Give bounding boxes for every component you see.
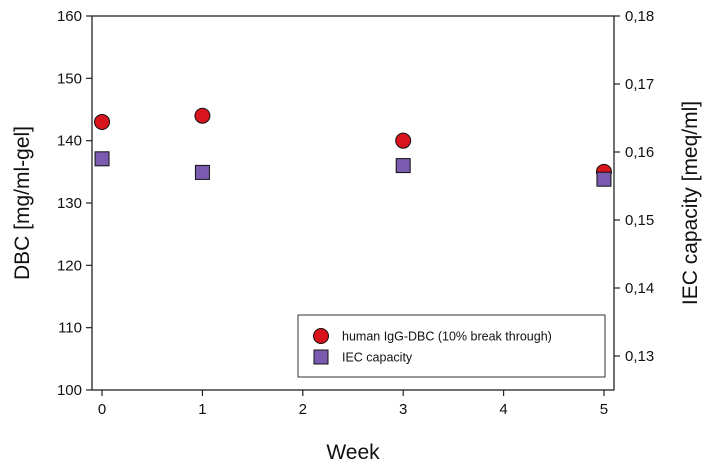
x-tick-label: 1 bbox=[198, 401, 206, 418]
point-dbc-week-1 bbox=[194, 107, 211, 124]
y-tick-label: 150 bbox=[57, 70, 82, 87]
marks-layer bbox=[94, 107, 612, 187]
y2-axis-title: IEC capacity [meq/ml] bbox=[679, 101, 702, 305]
legend-marker-circle bbox=[313, 328, 329, 344]
y2-tick-label: 0,17 bbox=[625, 76, 654, 93]
x-tick-label: 3 bbox=[399, 401, 407, 418]
x-axis-title: Week bbox=[326, 441, 380, 463]
point-iec-week-3 bbox=[395, 158, 411, 174]
x-tick-label: 0 bbox=[98, 401, 106, 418]
point-dbc-week-3 bbox=[395, 132, 412, 149]
y2-tick-label: 0,15 bbox=[625, 212, 654, 229]
legend-label-dbc: human IgG-DBC (10% break through) bbox=[342, 330, 552, 344]
y2-tick-label: 0,14 bbox=[625, 280, 654, 297]
y2-tick-label: 0,16 bbox=[625, 144, 654, 161]
x-tick-label: 4 bbox=[499, 401, 507, 418]
legend: human IgG-DBC (10% break through) IEC ca… bbox=[297, 314, 606, 378]
legend-box bbox=[297, 314, 606, 378]
y-axis-title: DBC [mg/ml-gel] bbox=[11, 126, 34, 280]
y2-tick-label: 0,18 bbox=[625, 8, 654, 25]
y2-tick-label: 0,13 bbox=[625, 348, 654, 365]
point-iec-week-0 bbox=[94, 151, 110, 167]
y-tick-label: 100 bbox=[57, 382, 82, 399]
x-tick-label: 2 bbox=[299, 401, 307, 418]
legend-marker-square bbox=[313, 349, 329, 365]
x-tick-label: 5 bbox=[600, 401, 608, 418]
y-tick-label: 140 bbox=[57, 133, 82, 150]
y-tick-label: 120 bbox=[57, 257, 82, 274]
ticks-layer: 0 1 2 3 4 5 100 110 120 130 140 150 160 0,13 0,14 0,15 0… bbox=[57, 8, 654, 418]
point-iec-week-1 bbox=[194, 164, 210, 180]
legend-label-iec: IEC capacity bbox=[342, 351, 413, 365]
y-tick-label: 130 bbox=[57, 195, 82, 212]
point-iec-week-5 bbox=[596, 171, 612, 187]
y-tick-label: 110 bbox=[58, 320, 82, 337]
y-tick-label: 160 bbox=[57, 8, 82, 25]
point-dbc-week-0 bbox=[94, 113, 111, 130]
